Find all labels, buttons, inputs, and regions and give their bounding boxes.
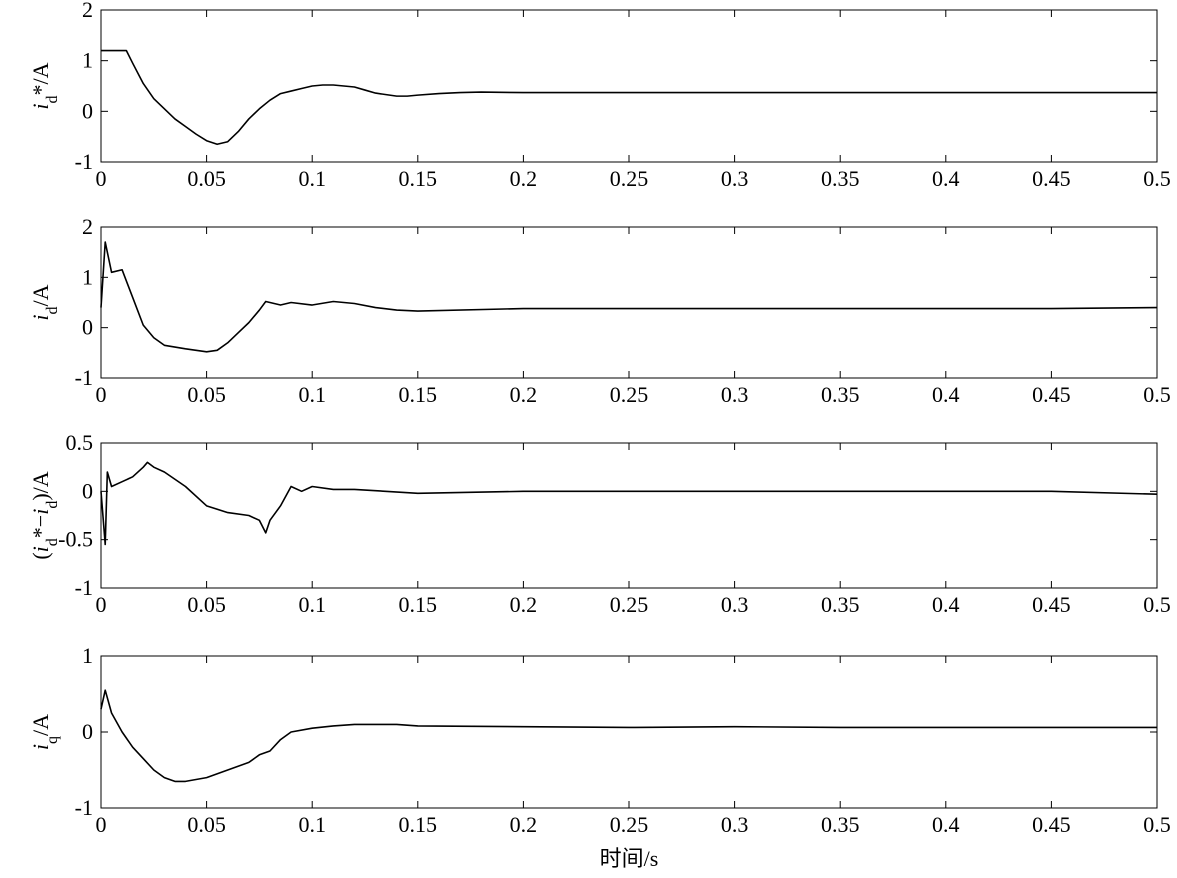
x-tick-label: 0.35 [821, 592, 860, 617]
x-tick-label: 0.25 [610, 592, 649, 617]
x-tick-label: 0.4 [932, 812, 960, 837]
x-tick-label: 0 [96, 592, 107, 617]
x-tick-label: 0.05 [187, 166, 226, 191]
plot-frame [100, 9, 1158, 163]
y-axis-label-part: d [44, 95, 61, 103]
x-tick-label: 0.15 [399, 382, 438, 407]
x-tick-label: 0.45 [1032, 166, 1071, 191]
y-tick-label: 0.5 [66, 430, 94, 455]
y-tick-label: 2 [82, 214, 93, 239]
x-tick-label: 0.2 [510, 382, 538, 407]
y-tick-label: 1 [82, 643, 93, 668]
x-tick-label: 0.3 [721, 592, 749, 617]
x-tick-label: 0.15 [399, 592, 438, 617]
x-tick-label: 0.05 [187, 382, 226, 407]
y-tick-label: -1 [75, 149, 93, 174]
y-axis-label-part: d [44, 501, 61, 509]
y-axis-label-part: ( [28, 552, 53, 559]
x-tick-label: 0.4 [932, 166, 960, 191]
x-tick-label: 0.5 [1143, 382, 1171, 407]
x-tick-label: 0.5 [1143, 592, 1171, 617]
x-tick-label: 0.35 [821, 812, 860, 837]
y-tick-label: 1 [82, 264, 93, 289]
y-tick-label: 0 [82, 478, 93, 503]
y-axis-label-part: i [28, 546, 53, 552]
y-tick-label: 1 [82, 48, 93, 73]
plot-frame [100, 226, 1158, 379]
y-axis-label: iq/A [28, 714, 61, 750]
x-tick-label: 0.05 [187, 592, 226, 617]
data-line [100, 241, 1158, 353]
x-tick-label: 0.3 [721, 812, 749, 837]
y-axis-label-part: i [28, 103, 53, 109]
x-axis-label: 时间/s [600, 846, 659, 871]
x-tick-label: 0.5 [1143, 812, 1171, 837]
x-tick-label: 0.2 [510, 166, 538, 191]
y-tick-label: 0 [82, 98, 93, 123]
x-tick-label: 0.2 [510, 592, 538, 617]
x-tick-label: 0.45 [1032, 382, 1071, 407]
x-tick-label: 0 [96, 382, 107, 407]
x-tick-label: 0.35 [821, 382, 860, 407]
x-tick-label: 0.1 [298, 382, 326, 407]
x-tick-label: 0.4 [932, 592, 960, 617]
x-tick-label: 0.25 [610, 812, 649, 837]
x-tick-label: 0.45 [1032, 812, 1071, 837]
y-tick-label: -1 [75, 795, 93, 820]
y-axis-label-part: )/A [28, 471, 53, 500]
y-axis-label-part: /A [28, 714, 53, 736]
x-tick-label: 0.3 [721, 382, 749, 407]
x-tick-label: 0 [96, 166, 107, 191]
x-tick-label: 0.15 [399, 166, 438, 191]
x-tick-label: 0.1 [298, 166, 326, 191]
x-tick-label: 0.3 [721, 166, 749, 191]
x-tick-label: 0.1 [298, 812, 326, 837]
x-tick-label: 0.2 [510, 812, 538, 837]
x-tick-label: 0.45 [1032, 592, 1071, 617]
x-tick-label: 0.1 [298, 592, 326, 617]
data-line [101, 49, 1157, 146]
y-tick-label: -1 [75, 365, 93, 390]
y-tick-label: -0.5 [58, 527, 93, 552]
x-tick-label: 0.15 [399, 812, 438, 837]
y-axis-label-part: i [28, 509, 53, 515]
y-axis-label-part: i [28, 314, 53, 320]
plot-frame [100, 442, 1158, 589]
plot-frame [100, 655, 1158, 809]
x-tick-label: 0.05 [187, 812, 226, 837]
y-axis-label-part: d [44, 538, 61, 546]
y-axis-label: id/A [28, 284, 61, 320]
y-axis-label-part: /A [28, 284, 53, 306]
x-tick-label: 0.25 [610, 382, 649, 407]
x-tick-label: 0.35 [821, 166, 860, 191]
data-line [100, 689, 1157, 783]
y-tick-label: 2 [82, 0, 93, 22]
data-line [100, 461, 1158, 546]
y-tick-label: -1 [75, 575, 93, 600]
y-axis-label-part: */A [28, 62, 53, 95]
x-tick-label: 0.5 [1143, 166, 1171, 191]
y-axis-label-part: q [44, 736, 61, 744]
y-axis-label: (id*−id)/A [28, 471, 61, 559]
y-axis-label-part: d [44, 306, 61, 314]
y-tick-label: 0 [82, 315, 93, 340]
y-axis-label-part: i [28, 744, 53, 750]
y-tick-label: 0 [82, 719, 93, 744]
x-tick-label: 0.4 [932, 382, 960, 407]
x-tick-label: 0.25 [610, 166, 649, 191]
x-tick-label: 0 [96, 812, 107, 837]
y-axis-label: id*/A [28, 62, 61, 109]
y-axis-label-part: *− [28, 515, 53, 538]
